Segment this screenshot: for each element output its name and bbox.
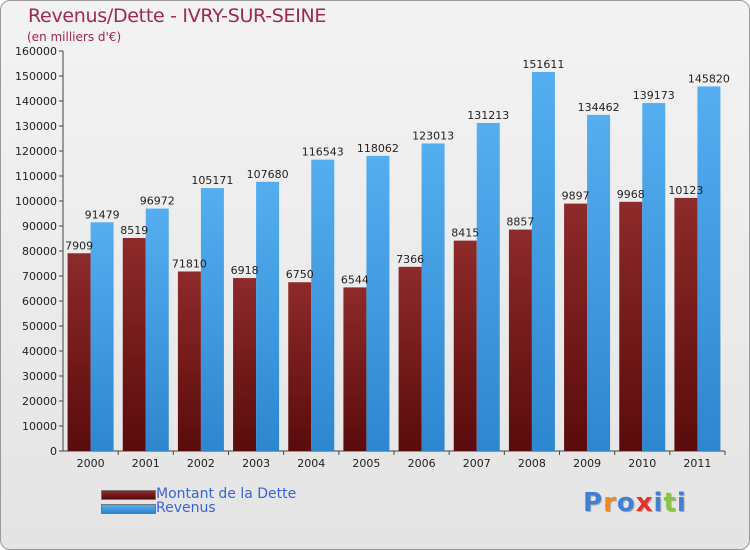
y-tick-label: 50000: [22, 320, 57, 333]
legend-swatch-dette: [101, 490, 156, 500]
data-label-revenus: 134462: [578, 101, 620, 114]
bar-dette: [453, 240, 477, 451]
y-tick-label: 160000: [15, 45, 57, 58]
y-tick-label: 120000: [15, 145, 57, 158]
y-tick-label: 130000: [15, 120, 57, 133]
y-tick-label: 40000: [22, 345, 57, 358]
data-label-revenus: 139173: [633, 89, 675, 102]
data-label-dette: 10123: [668, 184, 703, 197]
chart-subtitle: (en milliers d'€): [27, 30, 122, 44]
legend-label-dette: Montant de la Dette: [156, 486, 297, 502]
bar-revenus: [531, 71, 555, 451]
x-tick-label: 2000: [77, 457, 105, 470]
x-tick-label: 2011: [683, 457, 711, 470]
bar-revenus: [642, 103, 666, 451]
logo-letter: t: [663, 488, 677, 518]
bar-dette: [67, 253, 91, 451]
data-label-revenus: 151611: [522, 58, 564, 71]
data-label-dette: 9897: [562, 190, 590, 203]
logo-letter: i: [653, 488, 664, 518]
y-tick-label: 60000: [22, 295, 57, 308]
y-tick-label: 80000: [22, 245, 57, 258]
bar-revenus: [90, 222, 114, 451]
bar-dette: [674, 197, 698, 451]
bar-dette: [288, 282, 312, 451]
bar-revenus: [421, 143, 445, 451]
bar-dette: [233, 278, 257, 451]
chart-title: Revenus/Dette - IVRY-SUR-SEINE: [28, 5, 327, 27]
data-label-revenus: 116543: [302, 146, 344, 159]
data-label-dette: 7366: [396, 253, 424, 266]
data-label-revenus: 107680: [247, 168, 289, 181]
y-tick-label: 20000: [22, 395, 57, 408]
y-tick-label: 150000: [15, 70, 57, 83]
y-tick-label: 0: [50, 445, 57, 458]
bar-dette: [122, 238, 146, 451]
y-tick-label: 100000: [15, 195, 57, 208]
data-label-dette: 7909: [65, 239, 93, 252]
data-label-dette: 6750: [286, 268, 314, 281]
bar-dette: [343, 287, 367, 451]
bar-revenus: [476, 122, 500, 451]
x-tick-label: 2005: [352, 457, 380, 470]
legend-swatch-revenus: [101, 504, 156, 514]
logo-letter: r: [603, 488, 617, 518]
bar-dette: [508, 229, 532, 451]
x-tick-label: 2004: [297, 457, 325, 470]
x-tick-label: 2003: [242, 457, 270, 470]
logo-letter: i: [676, 488, 687, 518]
data-label-dette: 8415: [451, 227, 479, 240]
data-label-dette: 71810: [172, 257, 207, 270]
x-tick-label: 2009: [573, 457, 601, 470]
data-label-dette: 8857: [506, 216, 534, 229]
x-tick-label: 2010: [628, 457, 656, 470]
x-tick-label: 2007: [463, 457, 491, 470]
data-label-revenus: 145820: [688, 72, 730, 85]
bar-revenus: [145, 208, 169, 451]
data-label-revenus: 123013: [412, 129, 454, 142]
proxiti-logo: Proxiti: [583, 488, 687, 518]
logo-letter: o: [616, 488, 636, 518]
logo-letter: P: [583, 488, 604, 518]
bar-revenus: [256, 181, 280, 452]
data-label-dette: 8519: [120, 224, 148, 237]
y-tick-label: 70000: [22, 270, 57, 283]
bar-revenus: [366, 155, 390, 451]
y-tick-label: 140000: [15, 95, 57, 108]
data-label-revenus: 131213: [467, 109, 509, 122]
bar-revenus: [587, 114, 611, 451]
bar-dette: [398, 266, 422, 451]
data-label-revenus: 96972: [140, 195, 175, 208]
x-tick-label: 2002: [187, 457, 215, 470]
bar-revenus: [311, 159, 335, 451]
bar-dette: [564, 203, 588, 451]
data-label-revenus: 91479: [85, 208, 120, 221]
bar-dette: [177, 271, 201, 451]
x-tick-label: 2008: [518, 457, 546, 470]
bar-revenus: [697, 86, 721, 451]
bar-revenus: [200, 188, 224, 451]
bar-dette: [619, 201, 643, 451]
data-label-dette: 6544: [341, 273, 369, 286]
data-label-revenus: 105171: [191, 174, 233, 187]
data-label-revenus: 118062: [357, 142, 399, 155]
logo-letter: x: [635, 488, 654, 518]
data-label-dette: 6918: [231, 264, 259, 277]
y-tick-label: 30000: [22, 370, 57, 383]
y-tick-label: 110000: [15, 170, 57, 183]
data-label-dette: 9968: [617, 188, 645, 201]
x-tick-label: 2006: [408, 457, 436, 470]
legend-label-revenus: Revenus: [156, 500, 216, 516]
y-tick-label: 90000: [22, 220, 57, 233]
y-tick-label: 10000: [22, 420, 57, 433]
x-tick-label: 2001: [132, 457, 160, 470]
